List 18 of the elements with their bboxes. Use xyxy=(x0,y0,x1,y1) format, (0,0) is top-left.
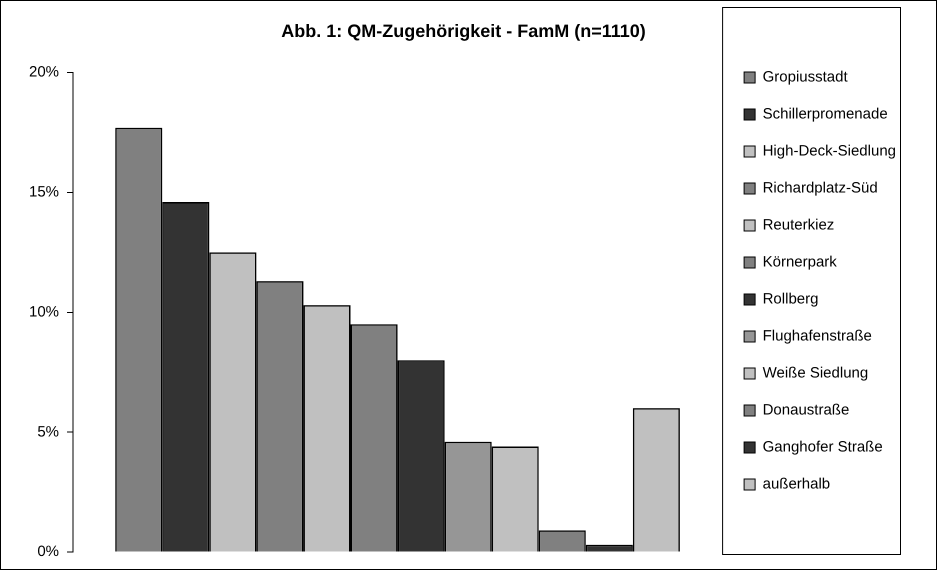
legend-label: Rollberg xyxy=(762,290,818,308)
legend-label: Weiße Siedlung xyxy=(762,364,868,382)
legend-label: Donaustraße xyxy=(762,402,850,419)
legend-label: Flughafenstraße xyxy=(762,328,872,345)
legend-label: High-Deck-Siedlung xyxy=(762,142,896,160)
y-tick-label: 10% xyxy=(28,303,60,320)
y-tick-label: 15% xyxy=(28,184,60,201)
legend-label: außerhalb xyxy=(762,476,830,493)
chart-title: Abb. 1: QM-Zugehörigkeit - FamM (n=1110) xyxy=(281,20,646,41)
y-tick-label: 5% xyxy=(37,423,60,440)
legend-label: Ganghofer Straße xyxy=(762,438,883,456)
legend-label: Körnerpark xyxy=(762,254,838,271)
legend-label: Schillerpromenade xyxy=(762,106,888,123)
y-tick-label: 20% xyxy=(28,64,60,81)
y-tick-label: 0% xyxy=(37,543,60,560)
legend-label: Gropiusstadt xyxy=(762,68,848,86)
legend-label: Richardplatz-Süd xyxy=(762,180,878,197)
legend-label: Reuterkiez xyxy=(762,216,834,234)
